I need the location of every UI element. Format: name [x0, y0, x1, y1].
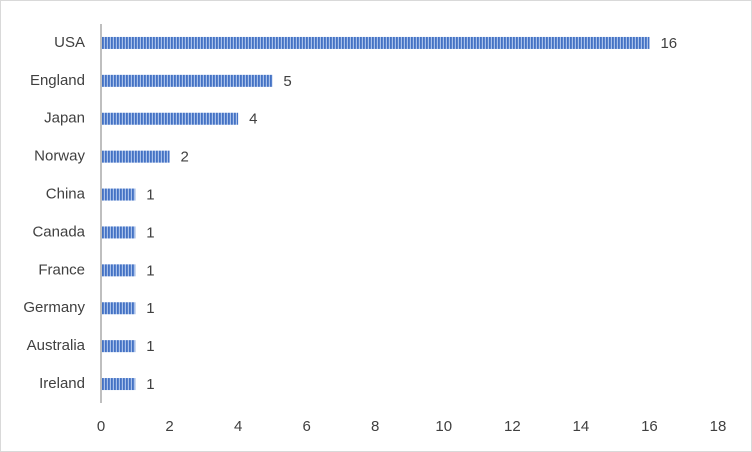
bar: [101, 378, 136, 391]
y-tick-label: Germany: [23, 299, 85, 316]
value-label: 1: [146, 262, 154, 279]
value-label: 1: [146, 187, 154, 204]
y-tick-label: USA: [54, 34, 85, 51]
bar: [101, 36, 650, 49]
bar: [101, 340, 136, 353]
y-tick-label: Canada: [32, 223, 85, 240]
bar: [101, 112, 239, 125]
value-label: 1: [146, 376, 154, 393]
x-tick-label: 4: [234, 418, 242, 435]
y-tick-label: Japan: [44, 110, 85, 127]
y-tick-label: Norway: [34, 148, 85, 165]
y-tick-label: England: [30, 72, 85, 89]
y-tick-label: Ireland: [39, 375, 85, 392]
x-tick-label: 8: [371, 418, 379, 435]
bar: [101, 150, 170, 163]
bar: [101, 74, 273, 87]
value-label: 1: [146, 338, 154, 355]
bar: [101, 226, 136, 239]
x-tick-label: 18: [710, 418, 727, 435]
value-label: 5: [283, 73, 291, 90]
x-tick-label: 12: [504, 418, 521, 435]
y-tick-label: France: [38, 261, 85, 278]
value-label: 4: [249, 111, 257, 128]
value-label: 1: [146, 300, 154, 317]
x-tick-label: 14: [573, 418, 590, 435]
x-tick-label: 0: [97, 418, 105, 435]
bar: [101, 188, 136, 201]
bar: [101, 302, 136, 315]
x-tick-label: 10: [435, 418, 452, 435]
value-label: 16: [660, 35, 677, 52]
x-tick-label: 16: [641, 418, 658, 435]
y-tick-label: Australia: [27, 337, 86, 354]
x-tick-label: 6: [302, 418, 310, 435]
x-tick-label: 2: [165, 418, 173, 435]
y-tick-label: China: [46, 186, 86, 203]
value-label: 2: [181, 149, 189, 166]
value-label: 1: [146, 224, 154, 241]
bar: [101, 264, 136, 277]
